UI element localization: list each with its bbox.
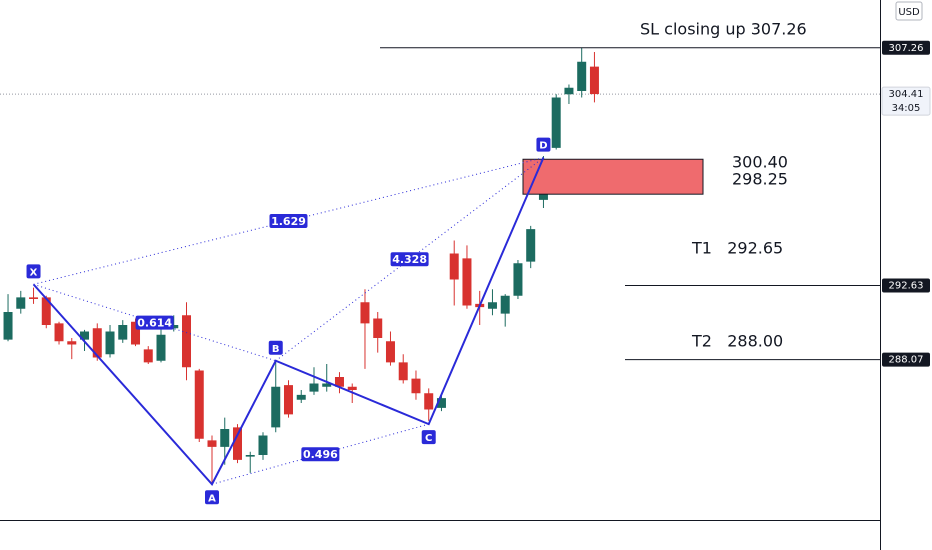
ratio-box — [301, 447, 340, 462]
point-label: D — [539, 141, 547, 152]
candle-body — [577, 61, 587, 91]
price-label: 307.26 — [889, 43, 924, 54]
candle-body — [194, 370, 204, 439]
price-label: 304.41 — [889, 89, 924, 100]
candle-body — [143, 349, 153, 363]
candle-body — [16, 297, 26, 309]
ratio-box — [135, 315, 174, 330]
candle-body — [398, 362, 408, 381]
candle-body — [373, 318, 383, 338]
zone-label: 300.40 — [732, 153, 788, 172]
candle-body — [271, 386, 281, 428]
candle-body — [105, 331, 115, 355]
candle-body — [41, 297, 51, 325]
candle-body — [347, 386, 357, 390]
candle-body — [283, 385, 293, 415]
candle-body — [131, 321, 141, 345]
candle-body — [258, 435, 268, 455]
candle-body — [385, 341, 395, 363]
price-label: 288.07 — [889, 355, 924, 366]
price-box — [882, 278, 930, 293]
candle-body — [411, 378, 421, 394]
candle-body — [232, 427, 242, 460]
candle-body — [169, 325, 179, 329]
point-box — [268, 340, 283, 355]
candle-body — [220, 429, 230, 447]
ratio-label: 0.614 — [137, 317, 172, 330]
price-label: 292.63 — [889, 281, 924, 292]
ratio-label: 4.328 — [392, 253, 427, 266]
candle-body — [526, 229, 536, 262]
candle-body — [182, 315, 192, 368]
candle-body — [360, 302, 370, 324]
candle-body — [309, 383, 319, 392]
price-box — [882, 40, 930, 55]
point-label: A — [208, 493, 216, 504]
candle-body — [207, 440, 217, 447]
level-text: SL closing up 307.26 — [640, 20, 807, 39]
point-box — [421, 430, 436, 445]
price-box — [882, 352, 930, 367]
candle-body — [334, 377, 344, 387]
candle-body — [436, 398, 446, 408]
candle-body — [564, 87, 574, 95]
candle-body — [322, 383, 332, 387]
candle-body — [589, 66, 599, 95]
level-text: T1 292.65 — [691, 239, 783, 258]
ratio-label: 0.496 — [303, 448, 338, 461]
countdown: 34:05 — [892, 103, 921, 114]
level-text: T2 288.00 — [691, 332, 783, 351]
candle-body — [245, 455, 255, 457]
candle-body — [92, 328, 102, 358]
ratio-label: 1.629 — [271, 215, 306, 228]
point-box — [26, 264, 41, 279]
price-box — [881, 86, 931, 116]
point-box — [536, 137, 551, 152]
candle-body — [3, 312, 13, 340]
candle-body — [500, 295, 510, 314]
ratio-box — [390, 252, 429, 267]
candle-body — [462, 258, 472, 306]
ratio-box — [269, 214, 308, 228]
pattern-line — [32, 157, 545, 487]
point-box — [205, 490, 220, 505]
zone-label: 298.25 — [732, 170, 788, 189]
candle-body — [54, 323, 64, 342]
candle-body — [487, 302, 497, 309]
candle-body — [118, 325, 128, 340]
candle-body — [551, 97, 561, 148]
zone — [522, 158, 704, 195]
point-label: B — [272, 344, 280, 355]
candle-body — [156, 334, 166, 361]
candle-body — [424, 393, 434, 410]
currency-box[interactable] — [895, 1, 923, 21]
candle-body — [67, 341, 77, 345]
currency: USD — [898, 7, 920, 18]
candle-body — [513, 263, 523, 296]
point-label: X — [30, 267, 38, 278]
candle-body — [29, 297, 39, 299]
candle-body — [296, 394, 306, 400]
candle-body — [449, 253, 459, 280]
candle-body — [80, 331, 90, 340]
point-label: C — [425, 433, 432, 444]
